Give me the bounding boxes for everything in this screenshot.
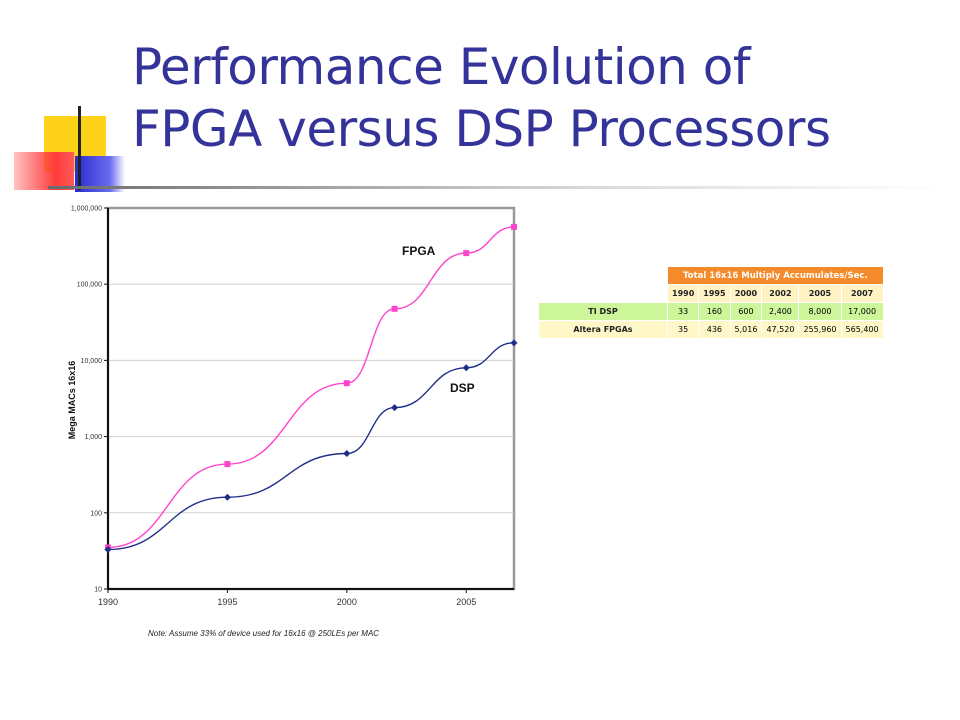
dsp-data-point bbox=[391, 404, 399, 412]
y-tick-label: 100 bbox=[90, 510, 102, 517]
title-underline bbox=[48, 186, 948, 189]
dsp-data-point bbox=[343, 450, 351, 458]
table-year: 2000 bbox=[729, 284, 763, 303]
title-line-1: Performance Evolution of bbox=[132, 38, 750, 96]
y-tick-label: 10,000 bbox=[81, 358, 103, 365]
table-cell: 47,520 bbox=[761, 320, 800, 339]
table-cell: 255,960 bbox=[798, 320, 842, 339]
gridlines bbox=[108, 283, 514, 514]
fpga-data-point bbox=[343, 380, 350, 387]
table-year: 1995 bbox=[698, 284, 731, 303]
series-group bbox=[104, 223, 518, 553]
table-year: 2002 bbox=[761, 284, 800, 303]
table-cell: 35 bbox=[666, 320, 700, 339]
y-tick-label: 1,000 bbox=[84, 434, 102, 441]
table-year: 1990 bbox=[666, 284, 700, 303]
table-cell: 160 bbox=[698, 302, 731, 321]
table-header: Total 16x16 Multiply Accumulates/Sec. bbox=[667, 266, 884, 285]
dsp-data-point bbox=[223, 493, 231, 501]
fpga-data-point bbox=[511, 223, 517, 230]
mac-table: Total 16x16 Multiply Accumulates/Sec. 19… bbox=[538, 266, 884, 339]
plot-area bbox=[106, 206, 516, 591]
table-cell: 8,000 bbox=[798, 302, 842, 321]
y-tick-label: 10 bbox=[94, 587, 102, 594]
x-tick-label: 1995 bbox=[217, 597, 237, 607]
table-year: 2007 bbox=[840, 284, 884, 303]
dsp-data-point bbox=[104, 545, 112, 553]
table-row: Altera FPGAs 35 436 5,016 47,520 255,960… bbox=[538, 320, 884, 339]
y-tick-labels: 1,000,000 100,000 10,000 1,000 100 10 bbox=[71, 206, 108, 594]
decor-vertical-line bbox=[78, 106, 81, 190]
row-label-ti-dsp: TI DSP bbox=[538, 302, 668, 321]
x-tick-label: 1990 bbox=[98, 597, 118, 607]
fpga-series-label: FPGA bbox=[402, 244, 436, 258]
title-line-2: FPGA versus DSP Processors bbox=[132, 100, 831, 158]
fpga-data-point bbox=[463, 250, 470, 257]
table-cell: 436 bbox=[698, 320, 731, 339]
y-axis-label: Mega MACs 16x16 bbox=[67, 361, 77, 440]
table-corner-2 bbox=[538, 284, 668, 303]
dsp-data-point bbox=[510, 339, 518, 347]
table-row: TI DSP 33 160 600 2,400 8,000 17,000 bbox=[538, 302, 884, 321]
x-tick-labels: 1990 1995 2000 2005 bbox=[98, 589, 476, 607]
row-label-altera-fpgas: Altera FPGAs bbox=[538, 320, 668, 339]
table-cell: 5,016 bbox=[729, 320, 763, 339]
axis-lines bbox=[107, 208, 514, 590]
table-corner bbox=[538, 266, 668, 285]
fpga-data-point bbox=[391, 305, 398, 312]
table-cell: 2,400 bbox=[761, 302, 800, 321]
table-cell: 33 bbox=[666, 302, 700, 321]
table-year: 2005 bbox=[798, 284, 842, 303]
table-cell: 17,000 bbox=[840, 302, 884, 321]
table-cell: 565,400 bbox=[840, 320, 884, 339]
x-tick-label: 2000 bbox=[337, 597, 357, 607]
y-tick-label: 100,000 bbox=[77, 282, 102, 289]
x-tick-label: 2005 bbox=[456, 597, 476, 607]
dsp-data-point bbox=[462, 364, 470, 372]
table-cell: 600 bbox=[729, 302, 763, 321]
chart-note: Note: Assume 33% of device used for 16x1… bbox=[148, 629, 379, 638]
fpga-data-point bbox=[224, 461, 231, 468]
page-title: Performance Evolution of FPGA versus DSP… bbox=[132, 36, 932, 160]
decor-red-square bbox=[14, 152, 74, 190]
y-tick-label: 1,000,000 bbox=[71, 206, 102, 213]
dsp-series-label: DSP bbox=[450, 381, 475, 395]
